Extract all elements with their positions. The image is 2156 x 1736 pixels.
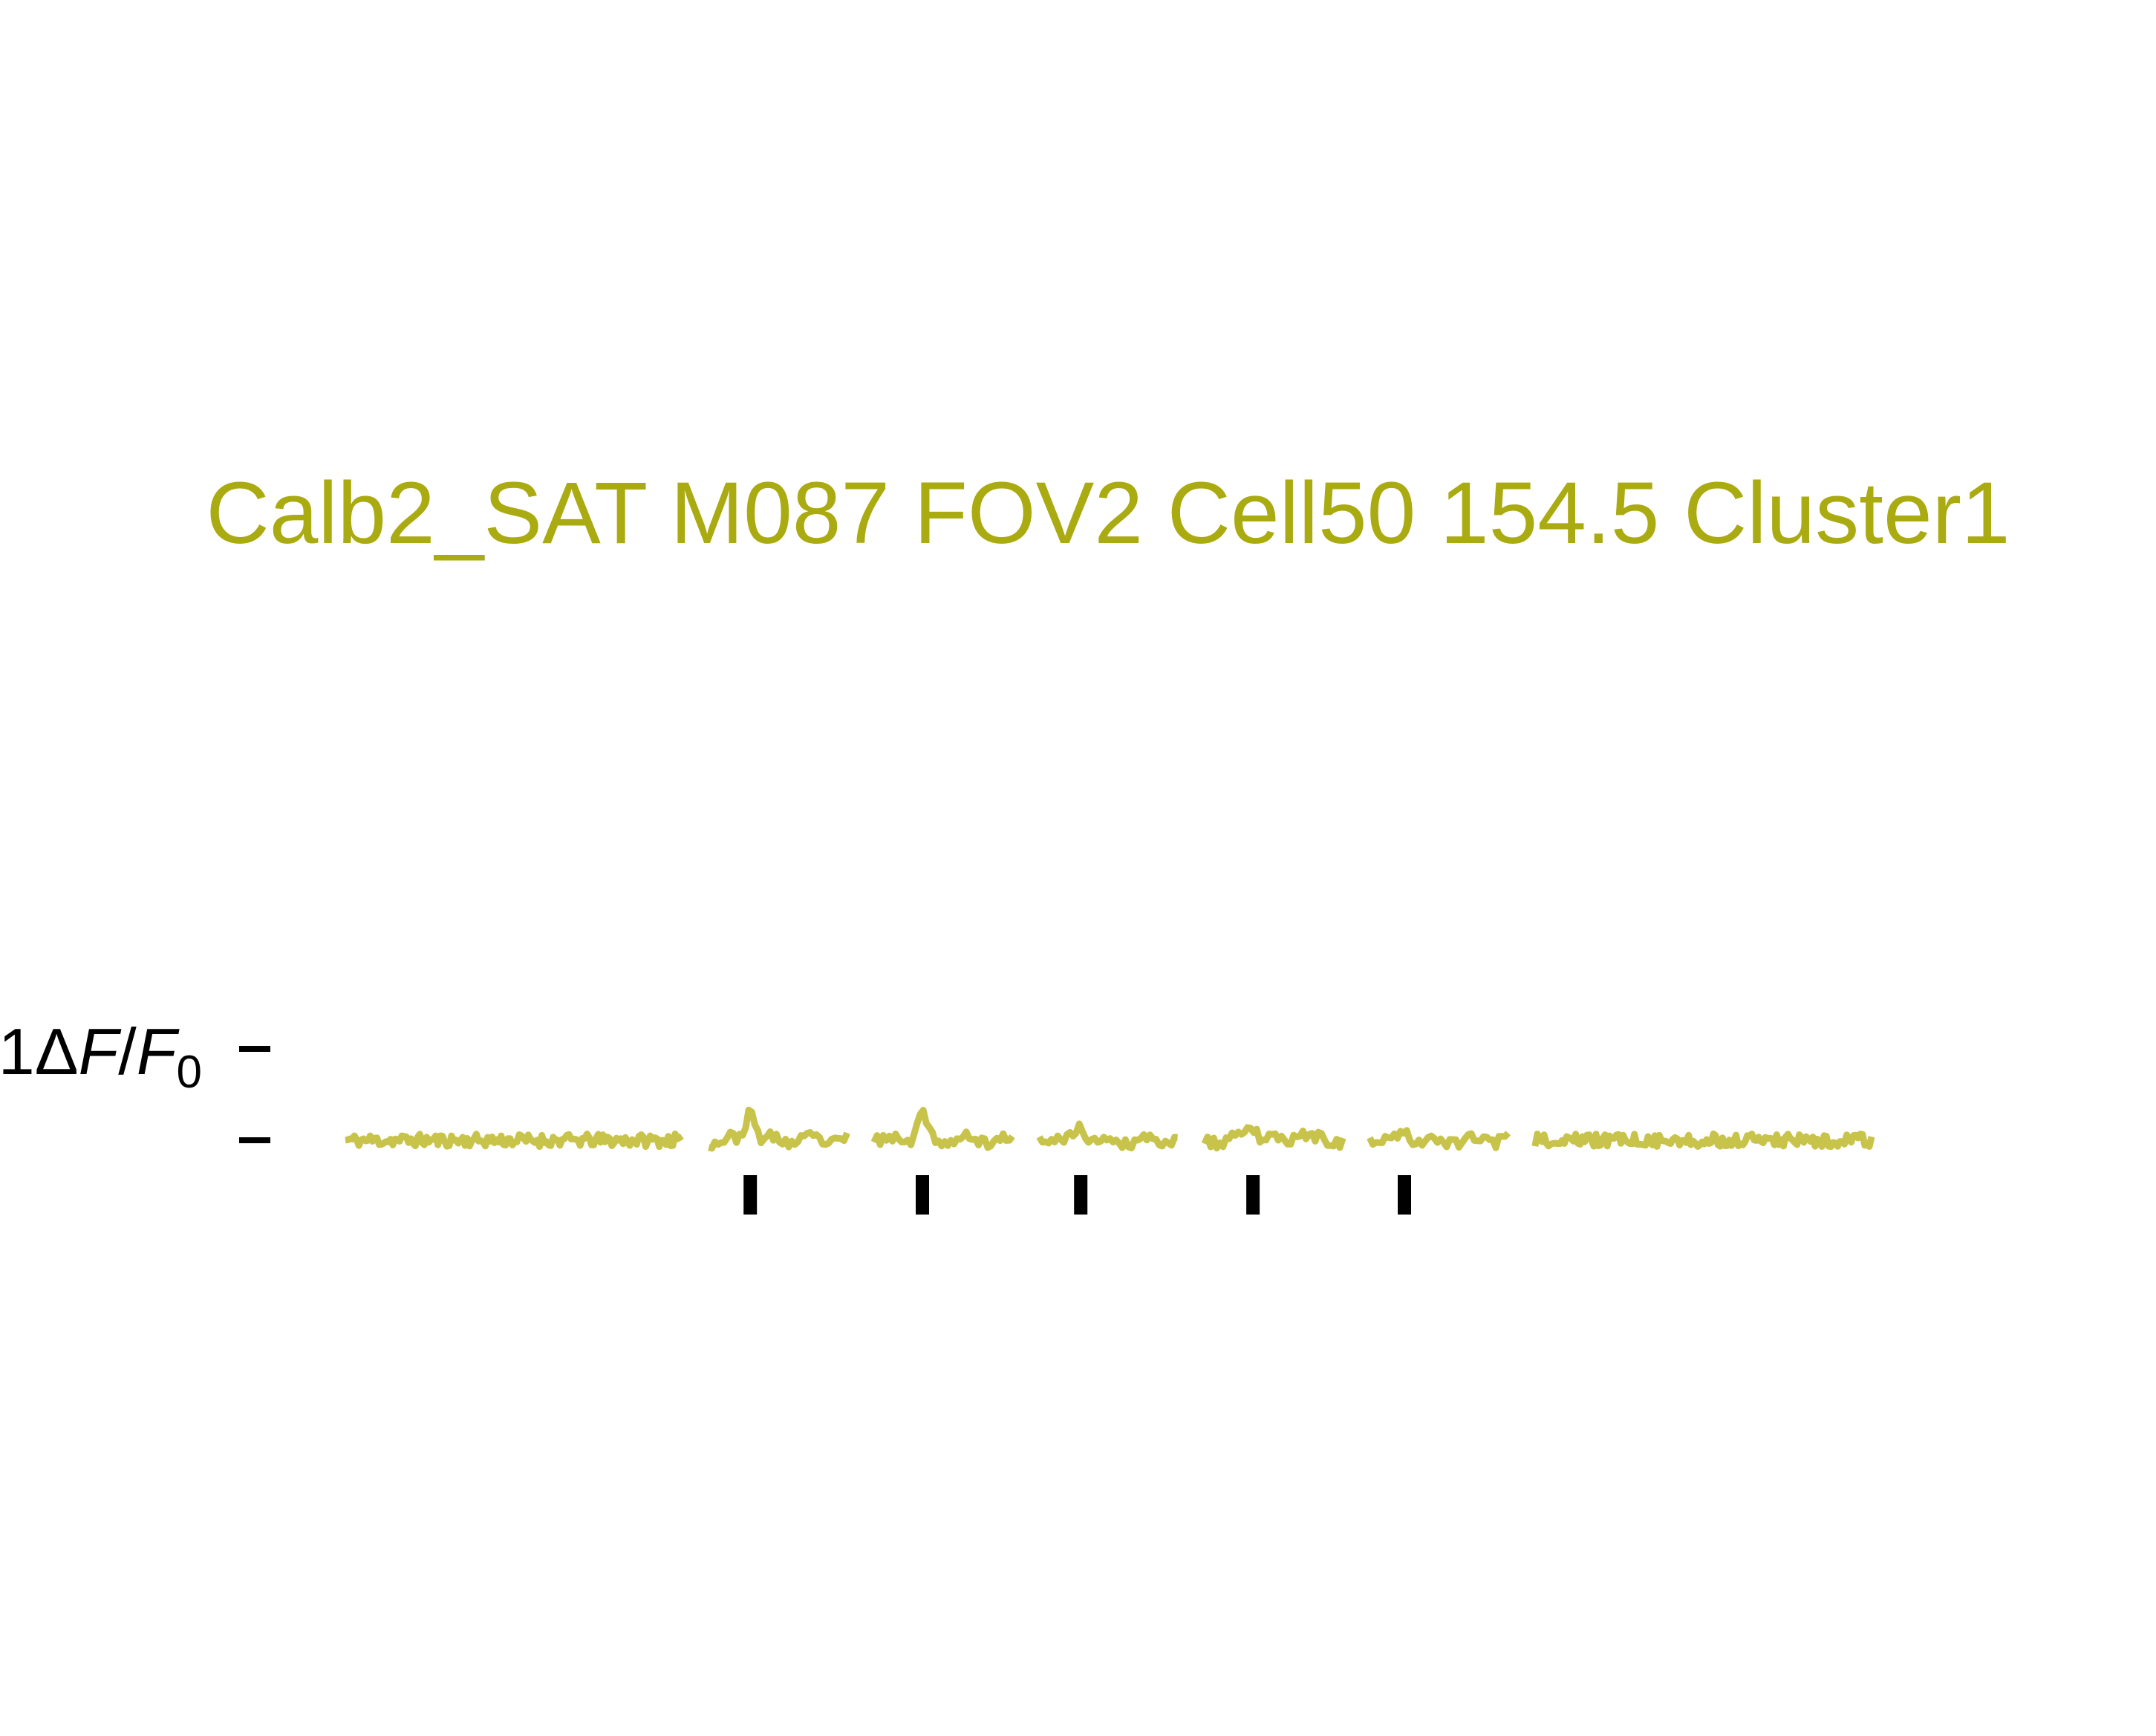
trace-segment-5	[1201, 1124, 1346, 1152]
trace-segment-6	[1367, 1127, 1511, 1151]
trace-segment-4	[1036, 1120, 1178, 1151]
scale-bar-label-f: F	[79, 1015, 122, 1088]
scale-bar-label-subscript: 0	[177, 1047, 202, 1098]
scale-bar: 1ΔF/F0	[0, 1015, 270, 1143]
trace-segment-3	[870, 1107, 1015, 1151]
scale-bar-label-prefix: 1Δ	[0, 1015, 79, 1088]
trace-segment-2	[708, 1106, 850, 1152]
scale-bar-label: 1ΔF/F0	[0, 1015, 202, 1098]
scale-bar-label-slash: /	[118, 1015, 137, 1088]
trace-group	[344, 1106, 1875, 1152]
trace-segment-1	[344, 1130, 684, 1151]
scale-bar-label-f0: F	[137, 1015, 180, 1088]
stimulus-marker-group	[743, 1175, 1411, 1215]
trace-segment-7	[1531, 1130, 1875, 1151]
chart-title: Calb2_SAT M087 FOV2 Cell50 154.5 Cluster…	[206, 464, 2010, 562]
